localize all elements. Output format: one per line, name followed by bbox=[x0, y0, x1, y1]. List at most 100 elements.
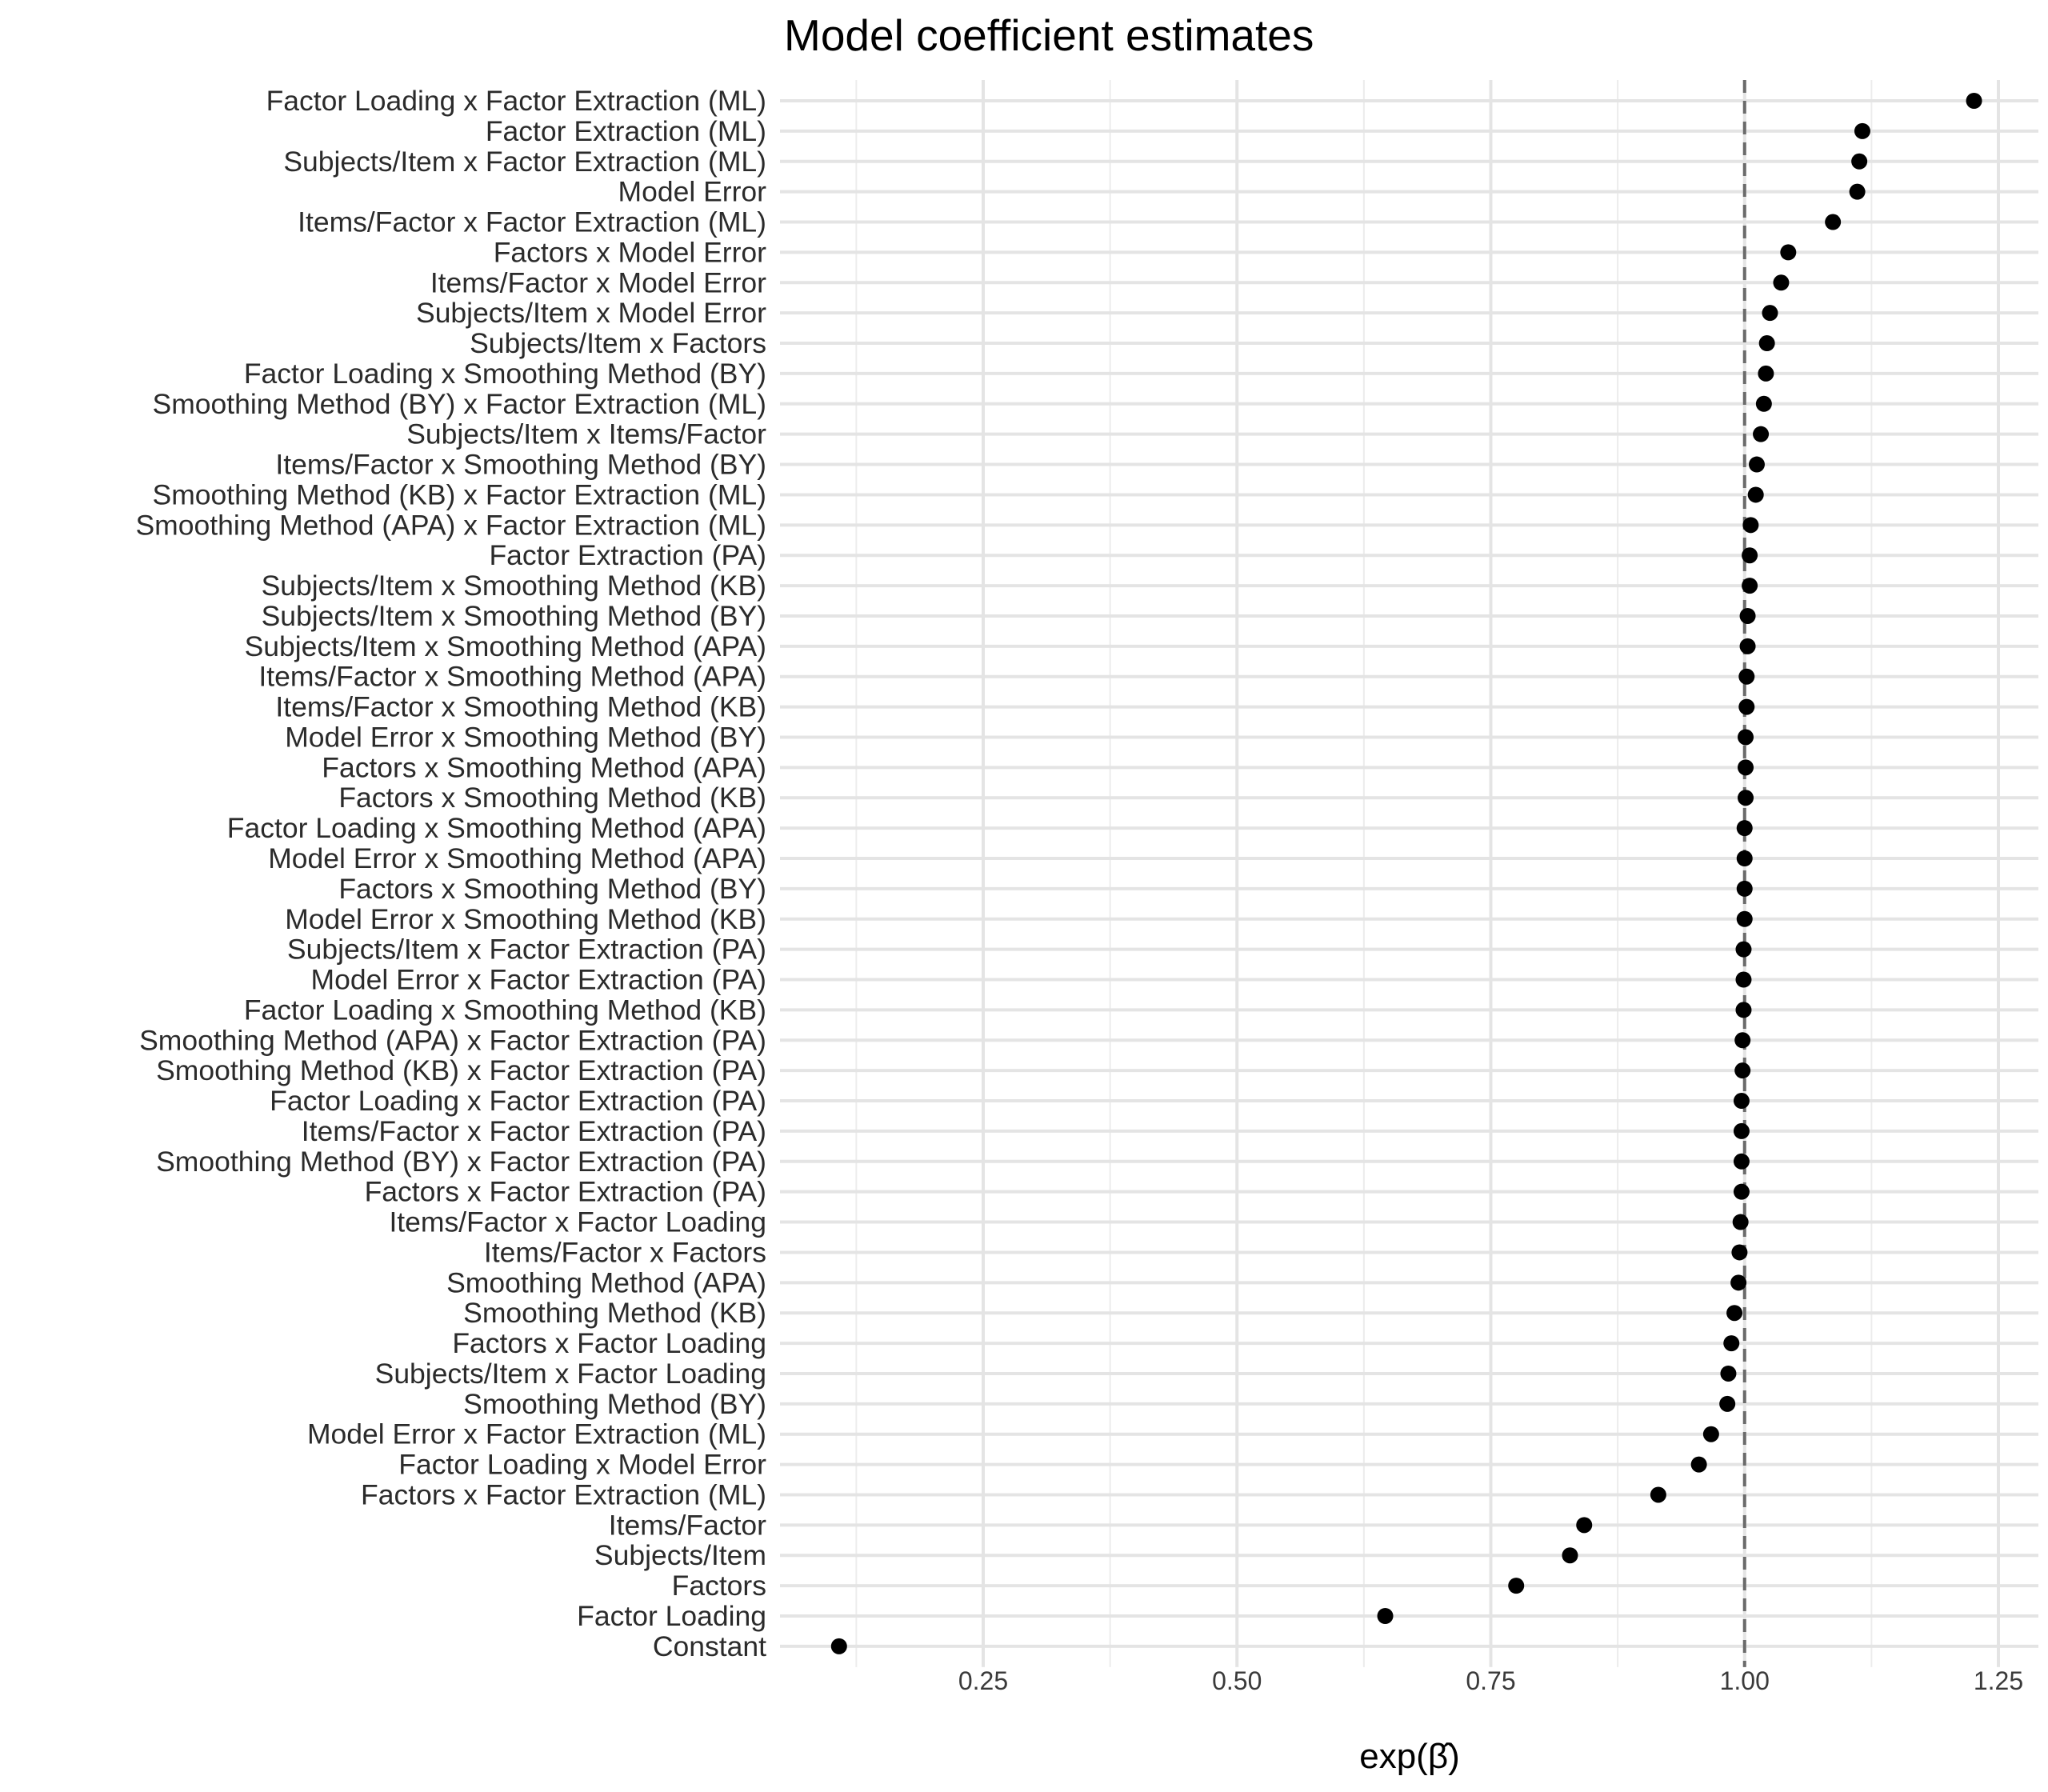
data-point bbox=[1738, 759, 1754, 776]
data-point bbox=[1734, 1062, 1751, 1079]
y-tick-label: Factor Loading x Smoothing Method (KB) bbox=[244, 994, 766, 1026]
y-tick-label: Factor Loading x Smoothing Method (APA) bbox=[227, 812, 766, 844]
y-tick-label: Subjects/Item x Items/Factor bbox=[406, 418, 766, 450]
y-tick-label: Smoothing Method (KB) x Factor Extractio… bbox=[156, 1054, 766, 1086]
y-tick-label: Model Error x Smoothing Method (BY) bbox=[285, 721, 766, 753]
y-tick-label: Items/Factor x Factors bbox=[484, 1236, 766, 1268]
y-tick-label: Model Error x Factor Extraction (ML) bbox=[307, 1418, 766, 1450]
data-point bbox=[1854, 122, 1870, 139]
data-point bbox=[1736, 850, 1753, 866]
y-tick-label: Factors x Smoothing Method (APA) bbox=[322, 751, 766, 783]
data-point bbox=[830, 1638, 847, 1654]
y-tick-label: Items/Factor x Model Error bbox=[430, 266, 766, 298]
data-point bbox=[1735, 971, 1752, 988]
y-tick-label: Items/Factor x Smoothing Method (BY) bbox=[275, 449, 766, 481]
data-point bbox=[1576, 1517, 1593, 1534]
data-point bbox=[1732, 1214, 1749, 1230]
data-points bbox=[830, 93, 1982, 1654]
data-point bbox=[1742, 578, 1758, 594]
data-point bbox=[1849, 183, 1866, 200]
data-point bbox=[1736, 910, 1753, 927]
y-tick-label: Model Error x Smoothing Method (KB) bbox=[285, 903, 766, 935]
y-tick-label: Subjects/Item x Factors bbox=[470, 327, 766, 359]
data-point bbox=[1851, 153, 1868, 170]
y-tick-label: Subjects/Item x Factor Extraction (ML) bbox=[283, 146, 766, 178]
data-point bbox=[1738, 668, 1755, 685]
data-point bbox=[1735, 1002, 1752, 1018]
y-tick-label: Items/Factor x Factor Extraction (PA) bbox=[302, 1115, 766, 1147]
y-tick-label: Smoothing Method (BY) x Factor Extractio… bbox=[156, 1146, 766, 1178]
data-point bbox=[1780, 244, 1797, 261]
y-tick-label: Factor Loading x Factor Extraction (ML) bbox=[266, 85, 766, 117]
y-tick-label: Constant bbox=[653, 1630, 766, 1662]
y-tick-label: Items/Factor bbox=[609, 1509, 766, 1541]
y-tick-label: Subjects/Item x Smoothing Method (BY) bbox=[262, 600, 766, 632]
data-point bbox=[1742, 547, 1758, 564]
data-point bbox=[1730, 1274, 1747, 1291]
x-tick-label: 1.00 bbox=[1720, 1666, 1770, 1695]
y-tick-label: Factors bbox=[672, 1570, 766, 1602]
data-point bbox=[1736, 820, 1753, 837]
y-tick-label: Smoothing Method (BY) bbox=[463, 1388, 766, 1420]
y-tick-label: Smoothing Method (APA) x Factor Extracti… bbox=[139, 1024, 766, 1056]
data-point bbox=[1753, 426, 1770, 442]
y-tick-label: Model Error x Smoothing Method (APA) bbox=[268, 842, 766, 874]
data-point bbox=[1733, 1122, 1750, 1139]
chart-title: Model coefficient estimates bbox=[784, 10, 1314, 60]
y-tick-label: Factors x Smoothing Method (KB) bbox=[338, 782, 766, 814]
y-tick-label: Factors x Factor Extraction (ML) bbox=[361, 1478, 766, 1510]
x-tick-label: 0.75 bbox=[1466, 1666, 1515, 1695]
y-tick-label: Factor Extraction (ML) bbox=[486, 115, 766, 147]
data-point bbox=[1734, 1032, 1751, 1049]
y-tick-label: Subjects/Item x Smoothing Method (KB) bbox=[262, 570, 766, 602]
data-point bbox=[1966, 93, 1982, 109]
y-tick-label: Factors x Factor Loading bbox=[452, 1327, 766, 1359]
y-tick-label: Smoothing Method (BY) x Factor Extractio… bbox=[153, 388, 766, 420]
data-point bbox=[1736, 880, 1753, 897]
data-point bbox=[1377, 1608, 1394, 1624]
data-point bbox=[1720, 1365, 1737, 1382]
y-tick-label: Model Error bbox=[618, 176, 767, 208]
y-tick-label: Model Error x Factor Extraction (PA) bbox=[311, 964, 766, 996]
data-point bbox=[1738, 729, 1754, 746]
data-point bbox=[1690, 1456, 1707, 1473]
data-point bbox=[1738, 698, 1755, 715]
data-point bbox=[1733, 1153, 1750, 1170]
data-point bbox=[1758, 335, 1775, 352]
y-tick-label: Factors x Factor Extraction (PA) bbox=[365, 1176, 766, 1208]
y-tick-label: Subjects/Item x Factor Loading bbox=[375, 1358, 766, 1390]
x-tick-label: 0.25 bbox=[958, 1666, 1008, 1695]
y-tick-label: Factor Loading x Model Error bbox=[398, 1449, 766, 1481]
grid-lines bbox=[780, 80, 2038, 1667]
y-tick-label: Items/Factor x Smoothing Method (KB) bbox=[275, 691, 766, 723]
data-point bbox=[1758, 365, 1774, 382]
data-point bbox=[1739, 638, 1756, 654]
y-tick-label: Factor Loading x Smoothing Method (BY) bbox=[244, 358, 766, 390]
x-tick-label: 1.25 bbox=[1974, 1666, 2023, 1695]
data-point bbox=[1747, 486, 1764, 503]
y-tick-label: Factor Loading bbox=[577, 1600, 766, 1632]
y-tick-label: Factor Loading x Factor Extraction (PA) bbox=[270, 1085, 766, 1117]
y-tick-label: Subjects/Item x Factor Extraction (PA) bbox=[287, 934, 766, 966]
data-point bbox=[1733, 1183, 1750, 1200]
data-point bbox=[1739, 607, 1756, 624]
data-point bbox=[1755, 395, 1772, 412]
data-point bbox=[1508, 1578, 1525, 1594]
y-tick-label: Items/Factor x Smoothing Method (APA) bbox=[258, 661, 766, 693]
y-tick-label: Smoothing Method (APA) x Factor Extracti… bbox=[135, 509, 766, 541]
data-point bbox=[1738, 790, 1754, 806]
y-tick-label: Subjects/Item x Smoothing Method (APA) bbox=[245, 630, 766, 662]
x-axis-label: exp(β̂) bbox=[1359, 1737, 1460, 1776]
y-tick-label: Smoothing Method (KB) bbox=[463, 1297, 766, 1329]
y-tick-label: Factors x Smoothing Method (BY) bbox=[338, 873, 766, 905]
data-point bbox=[1735, 941, 1752, 958]
y-tick-labels: Factor Loading x Factor Extraction (ML)F… bbox=[135, 85, 766, 1662]
data-point bbox=[1742, 517, 1759, 534]
data-point bbox=[1731, 1244, 1748, 1261]
data-point bbox=[1825, 214, 1842, 230]
data-point bbox=[1702, 1426, 1719, 1442]
data-point bbox=[1773, 274, 1790, 291]
x-tick-label: 0.50 bbox=[1212, 1666, 1262, 1695]
data-point bbox=[1719, 1395, 1736, 1412]
